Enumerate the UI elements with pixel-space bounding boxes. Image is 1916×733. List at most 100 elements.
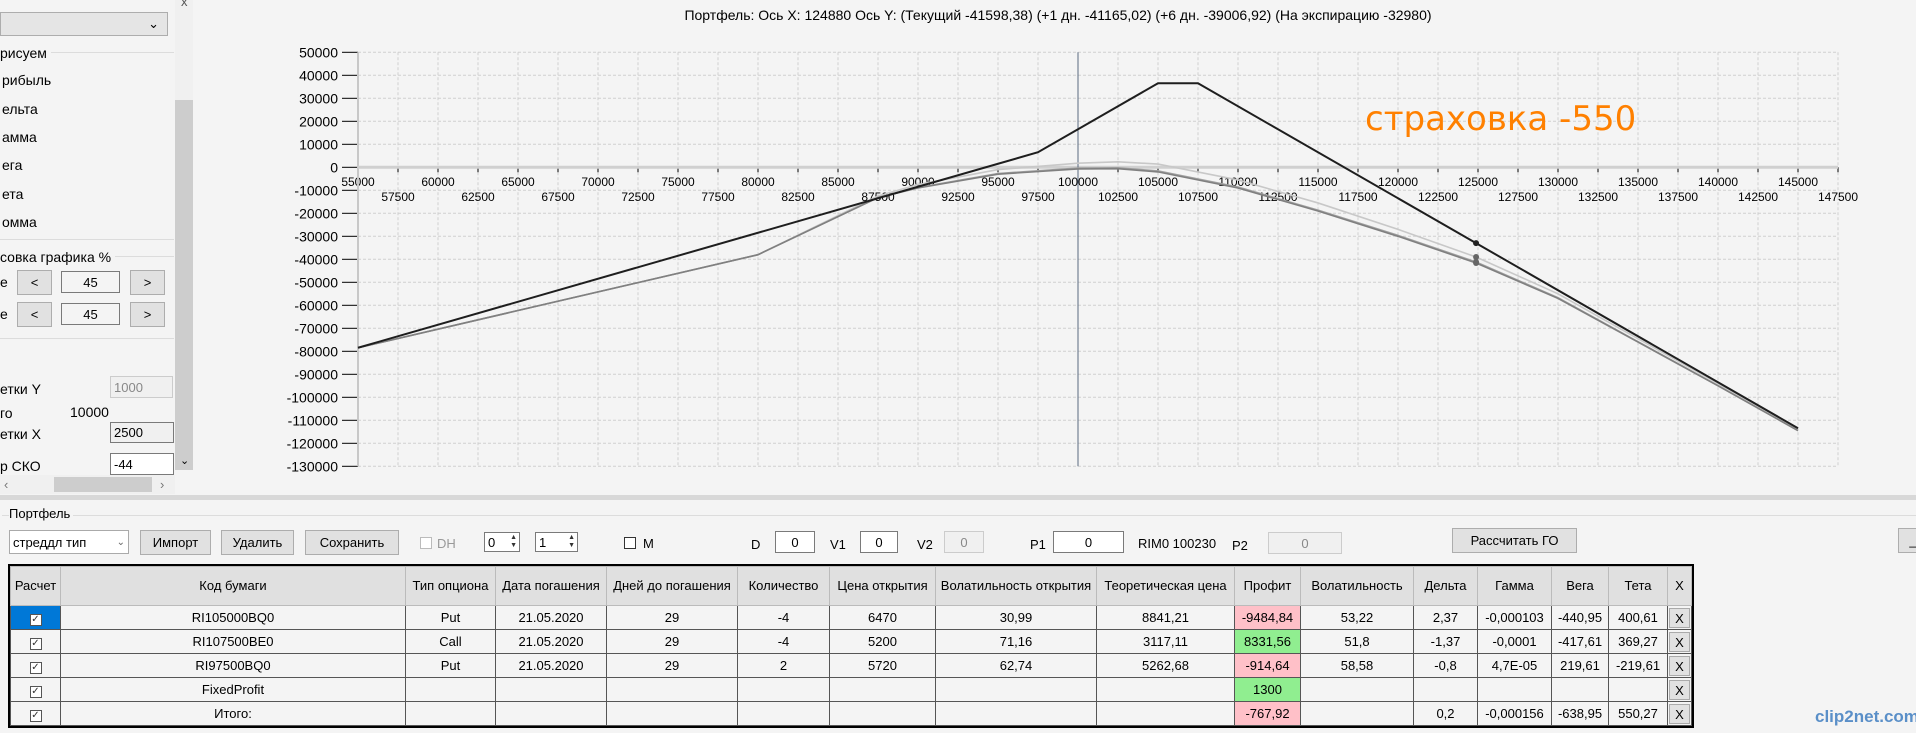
column-header[interactable]: Тета: [1608, 566, 1668, 606]
v2-input[interactable]: 0: [944, 531, 984, 553]
x-tick-label: 115000: [1298, 175, 1337, 189]
scale-row1-decrease-button[interactable]: <: [17, 270, 52, 295]
column-header[interactable]: Теоретическая цена: [1096, 566, 1235, 606]
calc-checkbox[interactable]: ✓: [29, 613, 42, 626]
table-row[interactable]: ✓ RI105000BQ0 Put 21.05.2020 29 -4 6470 30,99 88…: [10, 605, 1692, 630]
scroll-left-icon[interactable]: ‹: [4, 477, 9, 492]
table-row[interactable]: ✓ FixedProfit 1300 X: [10, 677, 1692, 702]
chart-title: Портфель: Ось X: 124880 Ось Y: (Текущий …: [684, 7, 1431, 23]
draw-option-delta[interactable]: ельта: [2, 101, 38, 117]
delete-row-button[interactable]: X: [1669, 703, 1690, 724]
scale-row1-increase-button[interactable]: >: [130, 270, 165, 295]
table-row[interactable]: ✓ RI97500BQ0 Put 21.05.2020 29 2 5720 62,74 5262…: [10, 653, 1692, 678]
profit-chart[interactable]: 5500057500600006250065000675007000072500…: [193, 0, 1916, 495]
column-header[interactable]: Количество: [737, 566, 830, 606]
spinner-1[interactable]: 0 ▲ ▼: [484, 532, 520, 552]
sko-input[interactable]: -44: [110, 453, 174, 475]
vertical-scrollbar-track[interactable]: [175, 0, 193, 100]
x-tick-label: 65000: [501, 175, 535, 189]
delete-row-button[interactable]: X: [1669, 607, 1690, 628]
save-button[interactable]: Сохранить: [305, 530, 399, 555]
column-header[interactable]: Гамма: [1477, 566, 1552, 606]
draw-option-gamma[interactable]: амма: [2, 129, 37, 145]
delete-row-button[interactable]: X: [1669, 655, 1690, 676]
column-header[interactable]: Волатильность: [1300, 566, 1414, 606]
scale-row2-increase-button[interactable]: >: [130, 302, 165, 327]
spinner-arrows-icon[interactable]: ▲ ▼: [568, 534, 575, 549]
calc-checkbox-cell[interactable]: ✓: [10, 653, 61, 678]
draw-option-profit[interactable]: рибыль: [2, 72, 52, 88]
calc-checkbox-cell[interactable]: ✓: [10, 629, 61, 654]
d-input[interactable]: 0: [775, 531, 815, 553]
grid-y-input[interactable]: 1000: [110, 376, 173, 398]
table-row[interactable]: ✓ Итого: -767,92 0,2 -0,000156 -638,95 550,27 X: [10, 701, 1692, 726]
scroll-right-icon[interactable]: ›: [160, 477, 165, 492]
column-header[interactable]: Дата погашения: [495, 566, 607, 606]
table-cell: [829, 701, 936, 726]
scale-row1-input[interactable]: 45: [61, 271, 120, 293]
table-cell: Put: [405, 605, 496, 630]
column-header[interactable]: Профит: [1234, 566, 1301, 606]
table-cell: [1413, 677, 1478, 702]
p2-input[interactable]: 0: [1268, 532, 1342, 554]
table-row[interactable]: ✓ RI107500BE0 Call 21.05.2020 29 -4 5200 71,16 3…: [10, 629, 1692, 654]
table-cell: 3117,11: [1096, 629, 1235, 654]
scale-row2-decrease-button[interactable]: <: [17, 302, 52, 327]
table-cell: -9484,84: [1234, 605, 1301, 630]
table-cell: [1608, 677, 1668, 702]
horizontal-scrollbar[interactable]: ‹ ›: [0, 475, 175, 494]
calc-checkbox-cell[interactable]: ✓: [10, 677, 61, 702]
v1-input[interactable]: 0: [860, 531, 898, 553]
strategy-select[interactable]: стреддл тип ⌄: [9, 530, 129, 554]
y-tick-label: -40000: [294, 251, 338, 267]
vertical-scrollbar-thumb[interactable]: [175, 100, 193, 470]
close-icon[interactable]: x: [181, 0, 188, 9]
table-cell: 21.05.2020: [495, 629, 607, 654]
column-header[interactable]: Дельта: [1413, 566, 1478, 606]
table-cell: [737, 701, 830, 726]
calc-checkbox[interactable]: ✓: [29, 661, 42, 674]
draw-option-theta[interactable]: ета: [2, 186, 24, 202]
m-checkbox[interactable]: [624, 537, 636, 549]
calc-checkbox[interactable]: ✓: [29, 637, 42, 650]
column-header[interactable]: Дней до погашения: [606, 566, 738, 606]
horizontal-scrollbar-thumb[interactable]: [54, 477, 152, 492]
calc-checkbox-cell[interactable]: ✓: [10, 605, 61, 630]
panel-dropdown[interactable]: ⌄: [0, 12, 168, 36]
column-header[interactable]: Код бумаги: [60, 566, 406, 606]
delete-row-button[interactable]: X: [1669, 679, 1690, 700]
spinner-arrows-icon[interactable]: ▲ ▼: [510, 534, 517, 549]
calc-checkbox-cell[interactable]: ✓: [10, 701, 61, 726]
draw-group-label: рисуем: [0, 45, 51, 61]
import-button[interactable]: Импорт: [140, 530, 211, 555]
table-cell: -417,61: [1551, 629, 1609, 654]
splitter[interactable]: [0, 495, 1916, 500]
column-header[interactable]: Вега: [1551, 566, 1609, 606]
column-header[interactable]: X: [1667, 566, 1692, 606]
left-settings-panel: ⌄ рисуем рибыль ельта амма ега ета омма …: [0, 0, 193, 495]
delete-row-button[interactable]: X: [1669, 631, 1690, 652]
column-header[interactable]: Цена открытия: [829, 566, 936, 606]
calc-checkbox[interactable]: ✓: [29, 685, 42, 698]
spinner-2[interactable]: 1 ▲ ▼: [535, 532, 578, 552]
column-header[interactable]: Волатильность открытия: [935, 566, 1097, 606]
draw-option-vega[interactable]: ега: [2, 157, 23, 173]
table-cell: [606, 677, 738, 702]
p1-input[interactable]: 0: [1053, 531, 1124, 553]
grid-x-input[interactable]: 2500: [110, 422, 174, 443]
table-cell: 58,58: [1300, 653, 1414, 678]
x-tick-label: 125000: [1458, 175, 1498, 189]
draw-option-vomma[interactable]: омма: [2, 214, 37, 230]
minimize-button[interactable]: _: [1898, 528, 1916, 553]
rim-price-label: RIM0 100230: [1138, 536, 1217, 551]
dh-checkbox[interactable]: [420, 537, 432, 549]
calculate-margin-button[interactable]: Рассчитать ГО: [1452, 528, 1577, 553]
x-tick-label: 102500: [1098, 190, 1138, 204]
scroll-down-icon[interactable]: ⌄: [180, 455, 190, 467]
column-header[interactable]: Тип опциона: [405, 566, 496, 606]
delete-button[interactable]: Удалить: [221, 530, 294, 555]
calc-checkbox[interactable]: ✓: [29, 709, 42, 722]
column-header[interactable]: Расчет: [10, 566, 61, 606]
table-cell: -0,000103: [1477, 605, 1552, 630]
scale-row2-input[interactable]: 45: [61, 303, 120, 325]
